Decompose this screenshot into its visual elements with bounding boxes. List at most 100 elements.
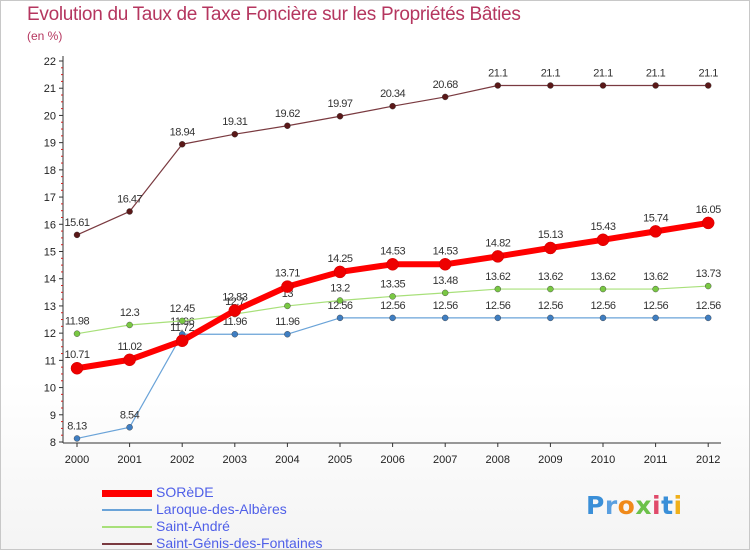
x-tick-label-2011: 2011 — [644, 454, 668, 466]
data-point-sorede-2003 — [228, 304, 242, 317]
y-tick-label-16: 16 — [44, 219, 56, 231]
chart-title: Evolution du Taux de Taxe Foncière sur l… — [27, 4, 521, 25]
data-point-saint-genis-des-fontaines-2007 — [442, 93, 449, 101]
data-point-laroque-des-alberes-2010 — [599, 314, 607, 322]
data-point-saint-andre-2007 — [442, 289, 449, 297]
y-tick-label-12: 12 — [44, 328, 56, 340]
data-label-laroque-des-alberes-2004: 11.96 — [275, 316, 300, 328]
data-point-sorede-2012 — [701, 216, 715, 230]
data-point-sorede-2009 — [544, 241, 557, 255]
y-tick-label-11: 11 — [45, 355, 56, 367]
data-point-laroque-des-alberes-2006 — [389, 314, 396, 322]
legend-swatch-laroque — [102, 509, 152, 511]
data-point-laroque-des-alberes-2000 — [73, 435, 81, 442]
data-point-saint-genis-des-fontaines-2004 — [284, 122, 291, 129]
data-label-sorede-2003: 12.83 — [222, 292, 247, 304]
y-tick-label-14: 14 — [44, 274, 56, 286]
legend-swatch-saint-andre — [102, 526, 152, 528]
data-point-saint-genis-des-fontaines-2009 — [547, 82, 554, 89]
legend-label-laroque: Laroque-des-Albères — [156, 501, 287, 517]
data-point-saint-andre-2004 — [284, 302, 291, 310]
y-tick-label-18: 18 — [44, 165, 56, 177]
legend-label-saint-genis: Saint-Génis-des-Fontaines — [156, 535, 323, 551]
data-label-laroque-des-alberes-2005: 12.56 — [327, 300, 352, 312]
data-label-saint-andre-2006: 13.35 — [380, 278, 405, 290]
data-label-saint-andre-2001: 12.3 — [120, 307, 140, 319]
data-label-saint-genis-des-fontaines-2006: 20.34 — [380, 88, 405, 100]
data-label-sorede-2008: 14.82 — [485, 237, 510, 249]
data-point-sorede-2005 — [333, 265, 347, 279]
data-label-laroque-des-alberes-2012: 12.56 — [696, 300, 721, 312]
data-label-sorede-2001: 11.02 — [117, 341, 142, 353]
data-label-saint-genis-des-fontaines-2005: 19.97 — [327, 98, 352, 110]
data-label-saint-genis-des-fontaines-2000: 15.61 — [64, 217, 89, 229]
y-tick-label-20: 20 — [44, 110, 56, 122]
legend-item-sorede: SORèDE — [102, 484, 422, 502]
data-label-sorede-2002: 11.72 — [170, 322, 195, 334]
legend-item-laroque: Laroque-des-Albères — [102, 501, 422, 519]
data-point-laroque-des-alberes-2008 — [494, 314, 501, 322]
data-point-saint-andre-2011 — [652, 285, 659, 293]
legend-swatch-saint-genis — [102, 543, 152, 545]
data-point-saint-andre-2008 — [494, 285, 501, 293]
y-tick-label-10: 10 — [44, 383, 56, 395]
data-point-saint-genis-des-fontaines-2005 — [336, 113, 344, 120]
data-point-saint-genis-des-fontaines-2010 — [599, 82, 607, 89]
data-label-laroque-des-alberes-2003: 11.96 — [223, 316, 248, 328]
data-label-saint-genis-des-fontaines-2004: 19.62 — [275, 108, 300, 120]
data-label-sorede-2010: 15.43 — [590, 221, 615, 233]
data-point-sorede-2001 — [123, 353, 136, 367]
logo-letter: x — [635, 491, 652, 520]
data-label-saint-andre-2005: 13.2 — [330, 282, 350, 294]
data-label-sorede-2006: 14.53 — [380, 245, 405, 257]
data-label-saint-genis-des-fontaines-2002: 18.94 — [170, 126, 195, 138]
data-label-saint-genis-des-fontaines-2008: 21.1 — [488, 67, 508, 79]
data-label-saint-andre-2002: 12.45 — [170, 303, 195, 315]
legend-label-saint-andre: Saint-André — [156, 518, 230, 534]
data-label-saint-genis-des-fontaines-2010: 21.1 — [593, 67, 613, 79]
data-point-sorede-2007 — [438, 258, 452, 271]
line-chart: 8 9 10 11 12 13 14 15 16 17 18 19 20 21 22 2000 2001 2002… — [44, 56, 722, 466]
x-tick-label-2005: 2005 — [328, 454, 352, 466]
data-label-saint-genis-des-fontaines-2012: 21.1 — [698, 67, 718, 79]
y-tick-label-13: 13 — [44, 301, 56, 313]
data-label-sorede-2005: 14.25 — [327, 253, 352, 265]
logo-letter: i — [652, 491, 662, 520]
data-point-sorede-2008 — [491, 250, 505, 263]
data-label-laroque-des-alberes-2001: 8.54 — [120, 409, 140, 421]
chart-subtitle: (en %) — [27, 29, 63, 43]
x-tick-label-2002: 2002 — [170, 454, 194, 466]
x-tick-label-2006: 2006 — [380, 454, 404, 466]
data-point-saint-andre-2006 — [389, 293, 396, 300]
data-label-saint-andre-2009: 13.62 — [538, 271, 563, 283]
data-label-sorede-2012: 16.05 — [696, 204, 721, 216]
legend-item-saint-andre: Saint-André — [102, 518, 422, 536]
data-label-laroque-des-alberes-2011: 12.56 — [643, 300, 668, 312]
series-line-laroque-des-alberes — [76, 317, 709, 440]
data-label-saint-andre-2011: 13.62 — [643, 271, 668, 283]
y-tick-label-9: 9 — [50, 410, 56, 422]
data-point-sorede-2002 — [175, 334, 189, 348]
data-label-laroque-des-alberes-2007: 12.56 — [433, 300, 458, 312]
legend: SORèDE Laroque-des-Albères Saint-André S… — [102, 484, 422, 553]
x-tick-label-2001: 2001 — [117, 454, 141, 466]
data-point-saint-genis-des-fontaines-2008 — [494, 82, 501, 89]
data-label-laroque-des-alberes-2006: 12.56 — [380, 300, 405, 312]
data-point-saint-andre-2002 — [178, 317, 186, 325]
data-label-saint-genis-des-fontaines-2003: 19.31 — [222, 116, 247, 128]
data-point-saint-genis-des-fontaines-2002 — [178, 141, 186, 148]
data-point-laroque-des-alberes-2012 — [705, 314, 712, 322]
data-point-saint-genis-des-fontaines-2000 — [73, 231, 81, 239]
data-point-saint-genis-des-fontaines-2001 — [126, 208, 133, 215]
x-tick-label-2004: 2004 — [275, 454, 299, 466]
series-laroque-des-alberes: 8.138.5411.9611.9611.9612.5612.5612.5612… — [67, 300, 722, 442]
data-label-sorede-2009: 15.13 — [538, 229, 563, 241]
data-point-laroque-des-alberes-2004 — [284, 331, 291, 338]
data-label-saint-andre-2000: 11.98 — [65, 316, 90, 328]
x-tick-label-2003: 2003 — [223, 454, 247, 466]
data-point-laroque-des-alberes-2011 — [652, 314, 659, 322]
x-tick-label-2010: 2010 — [591, 454, 615, 466]
y-tick-label-19: 19 — [44, 138, 56, 150]
x-tick-label-2008: 2008 — [486, 454, 510, 466]
data-label-saint-genis-des-fontaines-2007: 20.68 — [433, 79, 458, 91]
